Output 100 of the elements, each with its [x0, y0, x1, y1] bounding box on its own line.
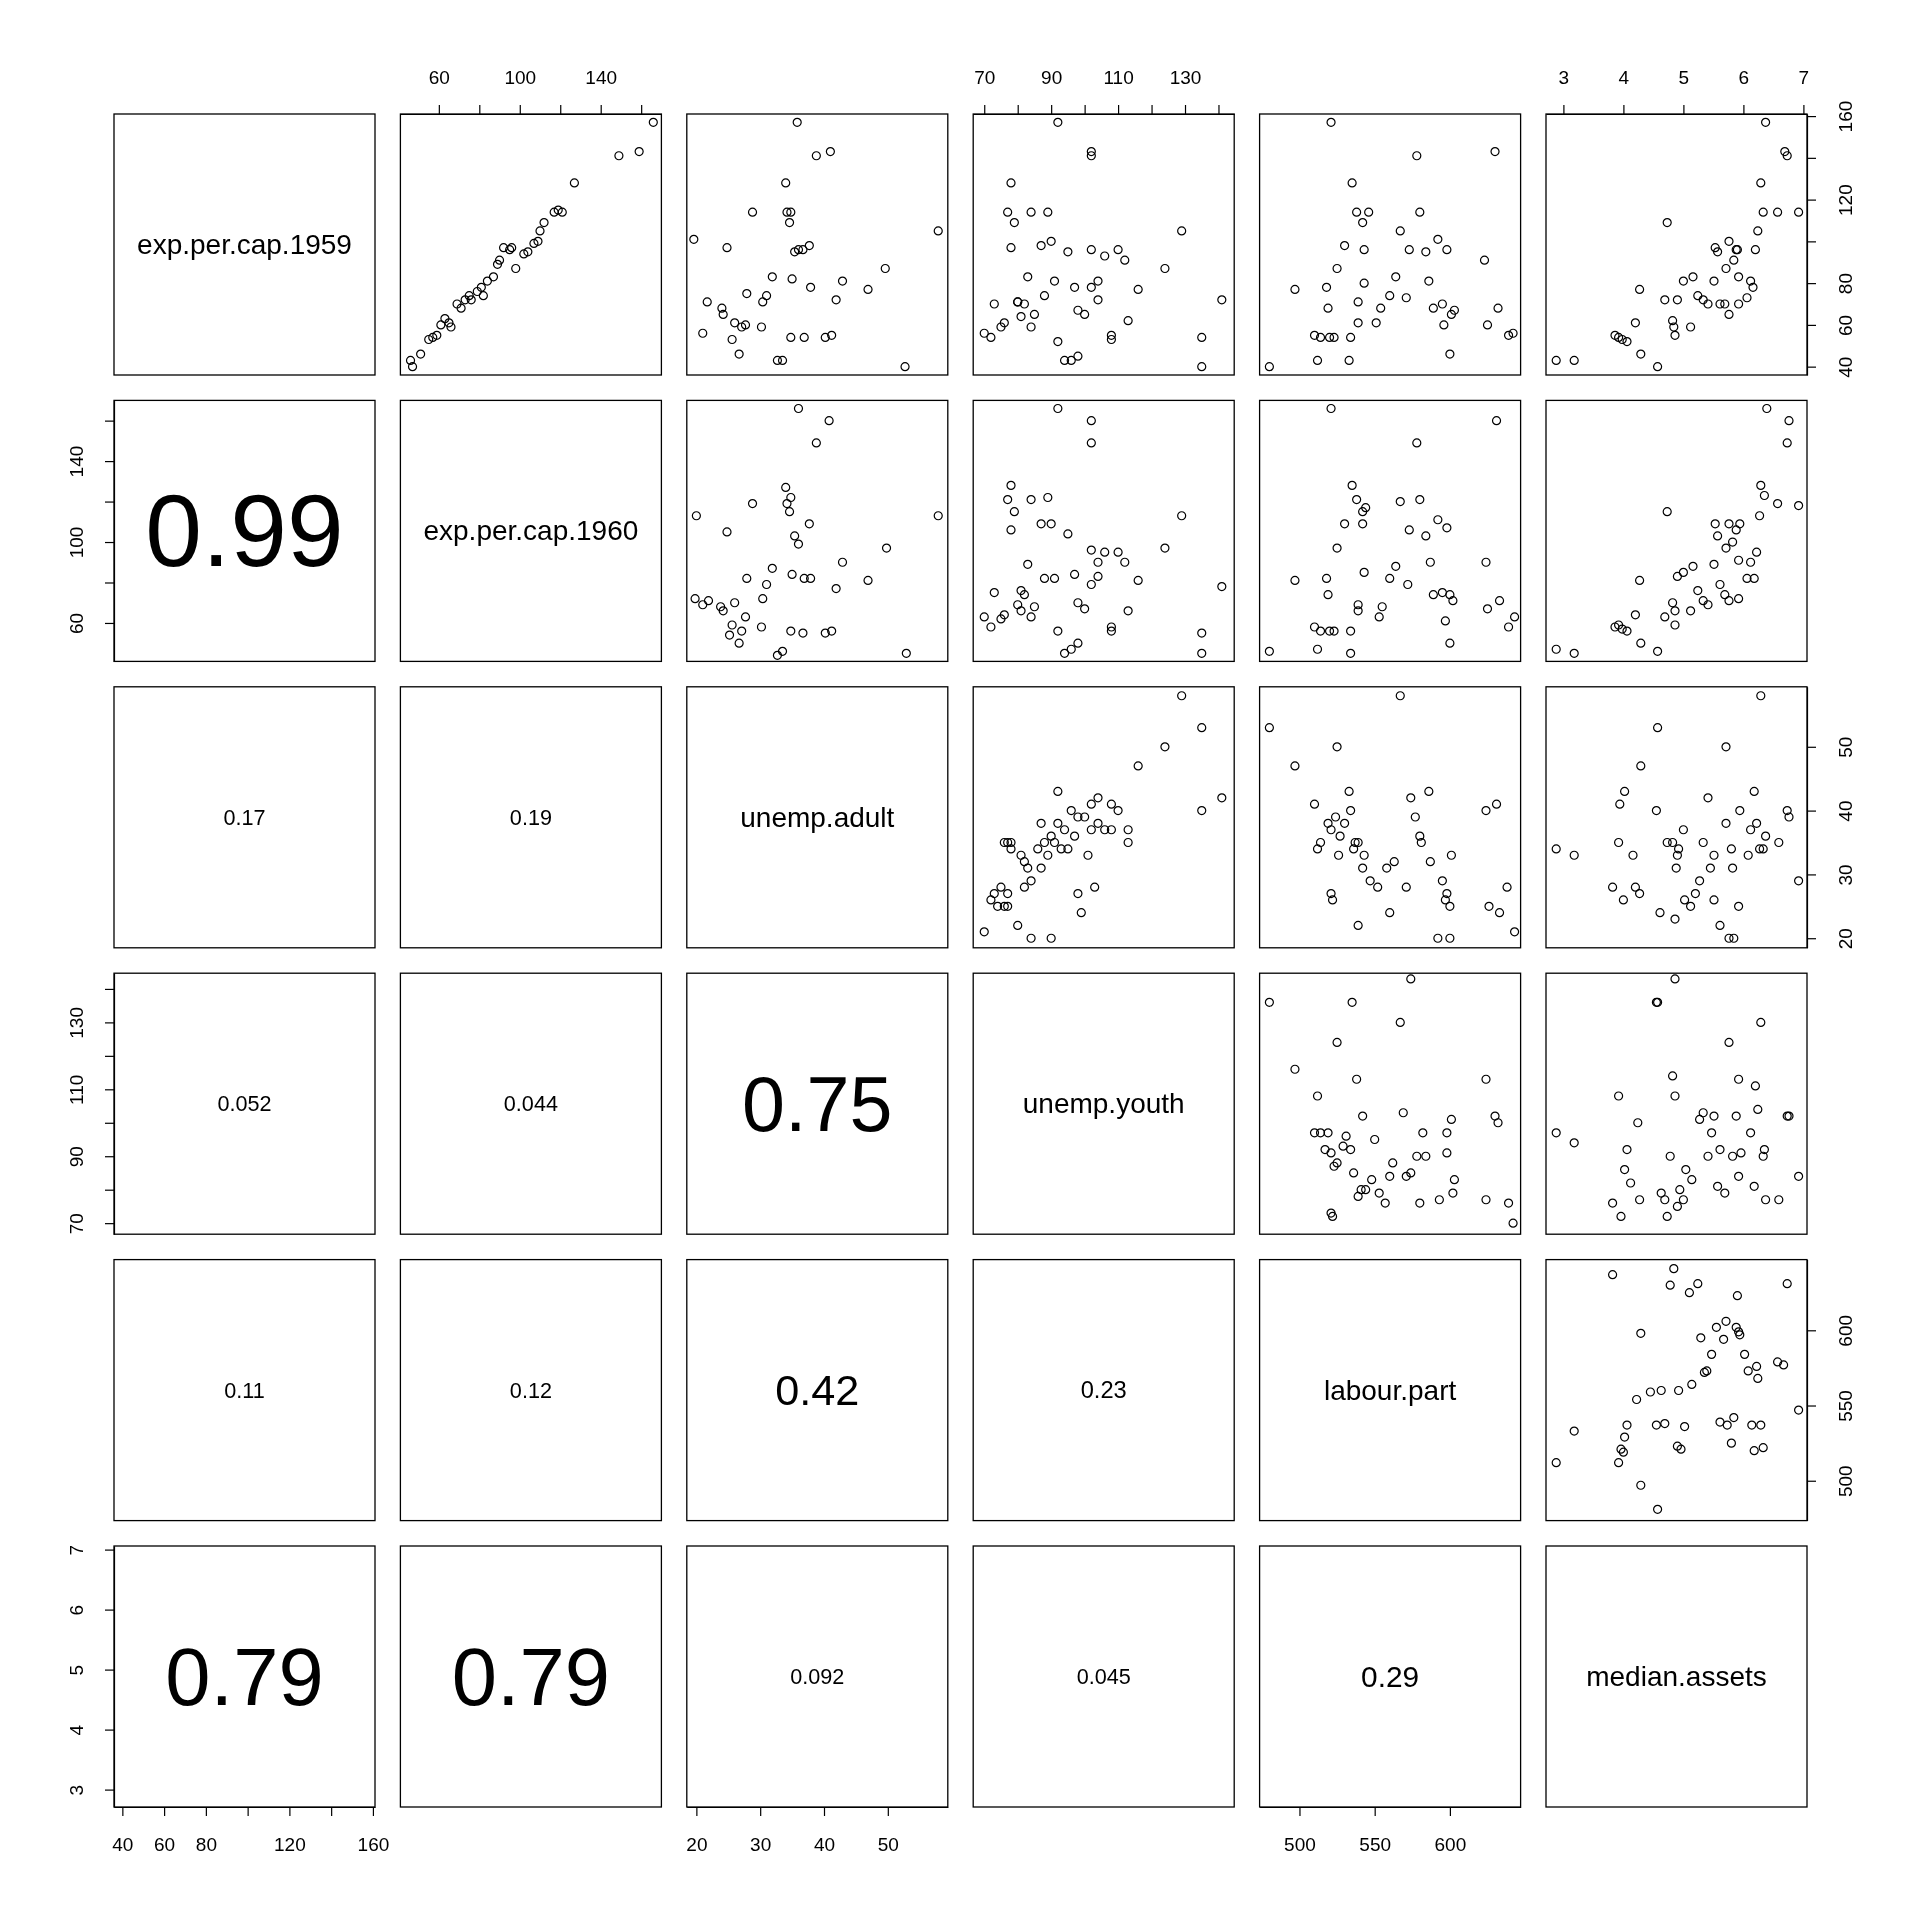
point — [1481, 1195, 1491, 1205]
point — [1636, 761, 1646, 771]
point — [440, 314, 450, 324]
point — [1734, 555, 1744, 565]
point — [933, 226, 943, 236]
point — [1743, 1366, 1753, 1376]
point — [787, 274, 797, 284]
point — [1019, 882, 1029, 892]
point — [825, 146, 835, 157]
point — [553, 205, 563, 215]
point — [1388, 1158, 1398, 1168]
point — [1395, 496, 1405, 507]
point — [1160, 543, 1170, 553]
point — [1503, 622, 1514, 632]
point — [1686, 901, 1696, 911]
x-tick-label: 80 — [195, 1834, 217, 1856]
point — [1724, 933, 1734, 943]
point — [718, 606, 728, 616]
point — [1705, 863, 1715, 873]
point — [1346, 332, 1356, 343]
point — [1442, 1148, 1452, 1158]
point — [1113, 245, 1123, 255]
point — [1086, 438, 1096, 448]
point — [730, 318, 740, 328]
point — [1338, 1141, 1348, 1151]
point — [691, 511, 701, 521]
point — [900, 362, 910, 372]
point — [1049, 276, 1060, 286]
point — [1622, 626, 1632, 636]
point — [1503, 330, 1514, 340]
point — [740, 612, 751, 622]
x-tick-label: 90 — [1041, 67, 1063, 88]
x-tick-label: 7 — [1798, 67, 1810, 88]
point — [1655, 908, 1665, 918]
point — [1046, 831, 1056, 841]
point — [784, 507, 795, 517]
point — [781, 482, 791, 492]
point — [1076, 908, 1086, 918]
point — [1332, 263, 1342, 274]
point — [1628, 850, 1638, 860]
point — [1326, 1148, 1336, 1158]
point — [1696, 1333, 1706, 1343]
point — [1086, 151, 1096, 161]
point — [1036, 863, 1046, 873]
point — [1746, 557, 1756, 567]
point — [1080, 309, 1090, 320]
point — [1391, 272, 1401, 282]
point — [756, 322, 767, 332]
point — [1433, 515, 1443, 525]
point — [1449, 1175, 1460, 1185]
point — [1773, 1357, 1783, 1367]
point — [1698, 596, 1708, 606]
point — [722, 527, 732, 537]
point — [1782, 438, 1792, 448]
point — [837, 557, 848, 567]
point — [1724, 1037, 1734, 1048]
point — [1415, 831, 1425, 841]
point — [1093, 557, 1103, 567]
x-tick-label: 140 — [585, 67, 618, 88]
point — [1440, 616, 1450, 626]
point — [1672, 850, 1682, 860]
point — [1753, 1373, 1763, 1384]
point — [1309, 1128, 1320, 1138]
point — [1359, 278, 1369, 288]
y-tick-label: 120 — [1835, 184, 1856, 216]
point — [1358, 217, 1368, 228]
point — [1734, 1171, 1744, 1181]
point — [1756, 1420, 1766, 1430]
point — [799, 332, 809, 343]
y-tick-label: 60 — [1835, 314, 1856, 336]
point — [1197, 332, 1207, 343]
point — [777, 646, 788, 656]
point — [1406, 793, 1416, 803]
point — [1752, 818, 1762, 828]
point — [690, 594, 700, 604]
point — [492, 259, 503, 269]
y-tick-label: 30 — [1835, 864, 1856, 886]
point — [1352, 1074, 1362, 1084]
text: 0.19 — [509, 804, 552, 830]
point — [1401, 293, 1411, 303]
point — [1686, 322, 1696, 332]
point — [1385, 573, 1395, 584]
x-tick-label: 600 — [1434, 1834, 1467, 1856]
point — [1720, 590, 1730, 600]
x-tick-label: 3 — [1558, 67, 1570, 88]
point — [1620, 1432, 1630, 1442]
point — [792, 117, 802, 127]
point — [1445, 933, 1455, 943]
point — [1359, 245, 1369, 255]
point — [1630, 318, 1640, 328]
point — [1491, 416, 1502, 426]
point — [1073, 888, 1083, 899]
point — [1635, 284, 1645, 294]
point — [1711, 1322, 1721, 1332]
point — [1106, 799, 1116, 809]
point — [1364, 207, 1374, 217]
point — [1009, 217, 1019, 228]
point — [1731, 1111, 1741, 1121]
point — [1016, 850, 1026, 860]
y-tick-label: 600 — [1835, 1314, 1856, 1347]
